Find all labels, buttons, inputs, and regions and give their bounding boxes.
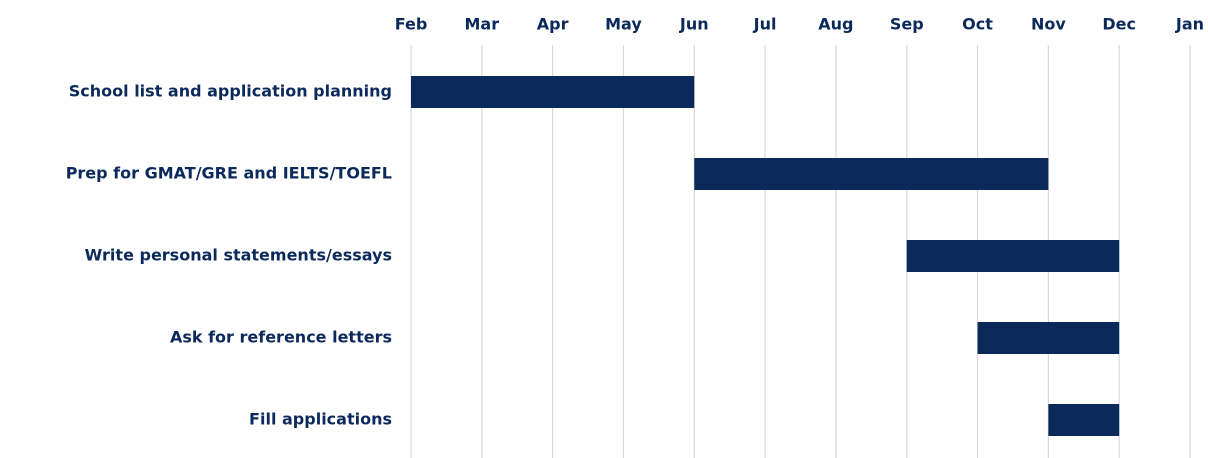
bar (411, 76, 695, 108)
x-tick-label: Jul (753, 15, 777, 34)
x-tick-label: Mar (465, 15, 500, 34)
y-tick-label: Ask for reference letters (170, 328, 392, 347)
bar (977, 322, 1120, 354)
y-tick-label: Fill applications (249, 410, 392, 429)
x-tick-label: May (605, 15, 642, 34)
x-tick-label: Jun (679, 15, 709, 34)
x-tick-label: Nov (1031, 15, 1066, 34)
y-tick-label: Prep for GMAT/GRE and IELTS/TOEFL (66, 164, 392, 183)
x-tick-label: Aug (818, 15, 853, 34)
y-tick-label: Write personal statements/essays (85, 246, 392, 265)
bar (1048, 404, 1120, 436)
bar (906, 240, 1120, 272)
x-tick-label: Dec (1102, 15, 1136, 34)
x-tick-label: Apr (537, 15, 569, 34)
y-tick-label: School list and application planning (69, 82, 392, 101)
bar (694, 158, 1049, 190)
x-tick-label: Sep (890, 15, 924, 34)
x-tick-label: Feb (395, 15, 428, 34)
x-tick-label: Jan (1175, 15, 1204, 34)
x-tick-label: Oct (962, 15, 993, 34)
